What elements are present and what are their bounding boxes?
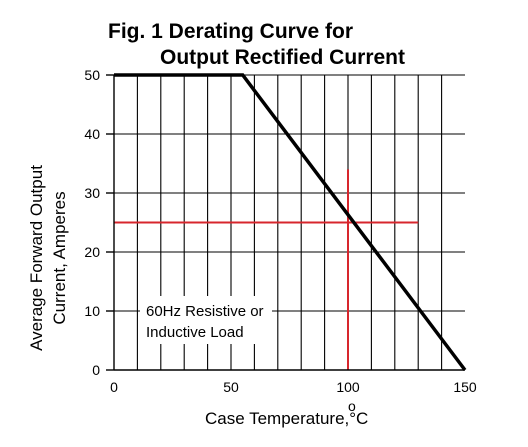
y-axis-label: Average Forward Output Current, Amperes <box>27 165 69 351</box>
y-tick-label: 30 <box>84 185 100 201</box>
x-tick-label: 100 <box>336 379 360 395</box>
x-tick-label: 0 <box>110 379 118 395</box>
chart-title: Fig. 1 Derating Curve for Output Rectifi… <box>108 20 405 69</box>
series <box>114 73 467 372</box>
y-axis-label-line-1: Average Forward Output <box>27 165 46 351</box>
y-tick-label: 50 <box>84 67 100 83</box>
x-tick-label: 150 <box>453 379 477 395</box>
y-axis-label-line-2: Current, Amperes <box>50 191 69 324</box>
x-tick-labels: 0 50 100 150 <box>110 379 477 395</box>
x-axis-label-text: Case Temperature,°C <box>205 409 368 428</box>
derating-curve-line <box>114 73 467 372</box>
axes <box>106 74 465 371</box>
load-annotation: 60Hz Resistive or Inductive Load <box>140 296 272 344</box>
reference-lines <box>114 169 419 370</box>
y-tick-label: 20 <box>84 244 100 260</box>
x-axis-label: Case Temperature,°C <box>205 409 368 428</box>
y-tick-labels: 0 10 20 30 40 50 <box>84 67 100 378</box>
annotation-line-2: Inductive Load <box>146 324 244 341</box>
y-tick-label: 0 <box>92 362 100 378</box>
x-axis-label-degree: o <box>348 398 356 414</box>
annotation-box <box>140 296 272 344</box>
x-tick-label: 50 <box>223 379 239 395</box>
y-tick-label: 10 <box>84 303 100 319</box>
chart-title-line-1: Fig. 1 Derating Curve for <box>108 20 353 43</box>
y-tick-label: 40 <box>84 126 100 142</box>
chart-title-line-2: Output Rectified Current <box>160 46 405 69</box>
annotation-line-1: 60Hz Resistive or <box>146 303 264 320</box>
